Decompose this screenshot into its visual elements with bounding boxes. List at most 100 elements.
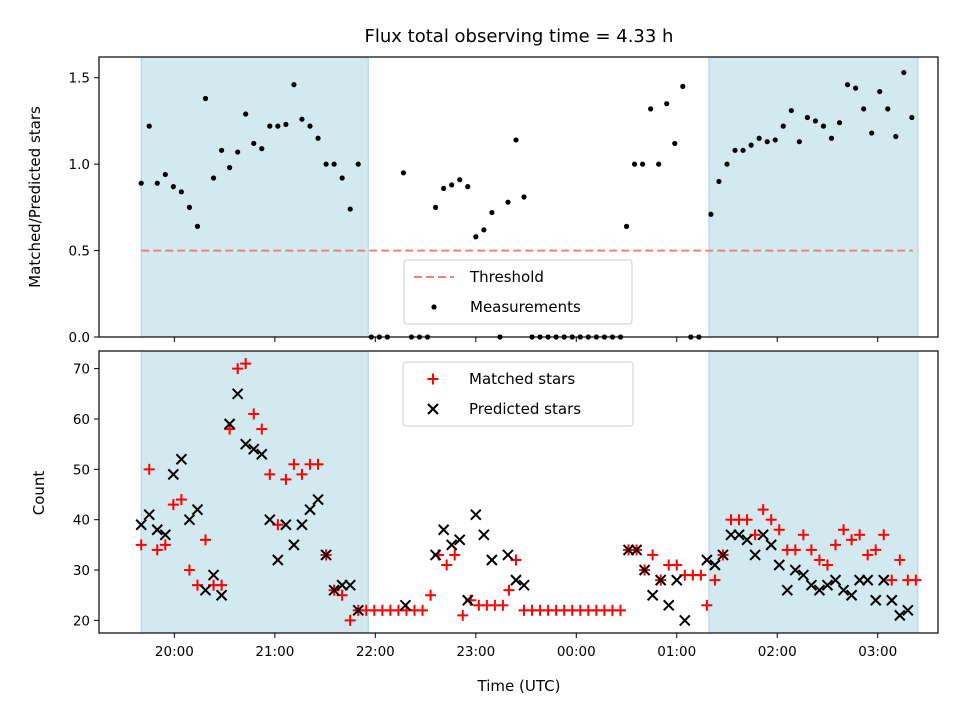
top-data-point <box>664 101 670 107</box>
bottom-data-point <box>861 574 874 586</box>
top-data-point <box>315 135 321 141</box>
bottom-data-point <box>288 539 300 551</box>
top-data-point <box>218 147 225 153</box>
bottom-data-point <box>239 438 252 450</box>
bottom-data-point <box>845 589 858 601</box>
bottom-data-point <box>344 614 356 626</box>
bottom-data-point <box>441 559 453 571</box>
bottom-panel: 20 30 40 50 60 70 20:00 21:00 22:00 23:00 00:00 01:… <box>73 350 939 660</box>
top-data-point <box>339 175 345 181</box>
top-data-point <box>138 180 144 186</box>
bottom-data-point <box>304 503 316 516</box>
top-data-point <box>400 170 407 176</box>
bottom-data-point <box>821 559 833 571</box>
top-data-point <box>178 189 184 195</box>
x-axis-label: Time (UTC) <box>477 677 561 695</box>
top-data-point <box>433 204 439 210</box>
bottom-data-point <box>765 539 777 551</box>
top-data-point <box>473 234 479 240</box>
bottom-data-point <box>671 559 683 571</box>
bottom-legend: Matched stars Predicted stars <box>402 361 634 427</box>
bottom-data-point <box>497 599 509 611</box>
top-data-point <box>194 223 201 229</box>
bottom-data-point <box>240 358 252 370</box>
top-data-point <box>162 171 168 178</box>
bottom-data-point <box>135 539 147 551</box>
bottom-data-point <box>870 544 882 556</box>
top-panel: 0.0 0.5 1.0 1.5 <box>69 56 939 346</box>
bottom-data-point <box>328 584 340 596</box>
bottom-data-point <box>733 529 745 541</box>
x-tick-label: 21:00 <box>255 644 294 660</box>
top-data-point <box>202 95 209 102</box>
top-data-point <box>170 184 176 190</box>
top-data-point <box>639 161 646 167</box>
bottom-data-point <box>510 574 522 586</box>
bottom-data-point <box>167 468 180 481</box>
bottom-data-point <box>781 584 793 596</box>
top-data-point <box>457 177 463 183</box>
top-y-tick-label: 0.5 <box>69 244 90 260</box>
top-data-point <box>243 111 249 117</box>
top-data-point <box>788 107 794 114</box>
top-data-point <box>869 130 875 136</box>
top-data-point <box>154 180 160 186</box>
top-plot-frame <box>98 56 939 338</box>
top-data-point <box>836 120 843 126</box>
x-tick-label: 03:00 <box>858 644 897 660</box>
top-data-point <box>449 182 455 188</box>
top-data-point <box>901 69 907 76</box>
bottom-data-point <box>151 524 163 536</box>
x-tick-label: 01:00 <box>657 644 696 660</box>
legend-box <box>403 259 633 325</box>
top-data-point <box>656 161 662 167</box>
legend-swatch <box>431 304 437 310</box>
top-data-point <box>804 114 810 121</box>
top-data-point <box>853 85 859 91</box>
bottom-data-point <box>272 554 284 566</box>
bottom-data-point <box>894 609 906 622</box>
bottom-data-point <box>757 529 769 541</box>
bottom-data-point <box>717 549 729 561</box>
top-data-point <box>235 149 241 155</box>
bottom-data-point <box>679 614 691 627</box>
bottom-plot-frame <box>98 350 939 634</box>
legend-label: Matched stars <box>469 370 575 388</box>
bottom-y-tick-label: 20 <box>73 613 90 629</box>
top-data-point <box>465 184 471 190</box>
top-data-point <box>648 106 654 112</box>
bottom-data-point <box>135 519 147 531</box>
bottom-data-point <box>470 508 482 521</box>
bottom-data-point <box>216 579 228 591</box>
top-data-point <box>210 175 217 181</box>
top-series-measurements <box>138 69 915 340</box>
bottom-y-tick-label: 60 <box>73 412 90 428</box>
bottom-data-point <box>773 559 785 571</box>
bottom-data-point <box>878 529 890 541</box>
bottom-data-point <box>862 549 874 561</box>
bottom-data-point <box>757 504 769 516</box>
bottom-data-point <box>425 589 437 601</box>
bottom-data-point <box>200 534 212 546</box>
bottom-data-point <box>749 549 761 561</box>
bottom-data-point <box>846 534 858 546</box>
bottom-data-point <box>223 418 236 430</box>
bottom-y-axis-label: Count <box>30 471 48 516</box>
legend-label: Predicted stars <box>469 400 581 418</box>
top-data-point <box>259 146 265 152</box>
chart-title: Flux total observing time = 4.33 h <box>365 26 674 47</box>
bottom-data-point <box>454 534 466 546</box>
bottom-shaded-region <box>708 350 919 634</box>
top-y-axis-label: Matched/Predicted stars <box>26 106 44 288</box>
top-y-tick-label: 1.5 <box>69 71 90 87</box>
bottom-data-point <box>709 559 721 571</box>
bottom-data-point <box>296 519 308 531</box>
x-tick-label: 22:00 <box>356 644 395 660</box>
top-legend: Threshold Measurements <box>403 259 633 325</box>
bottom-data-point <box>264 468 276 480</box>
bottom-data-point <box>854 529 866 541</box>
top-data-point <box>307 123 313 129</box>
top-data-point <box>631 161 638 167</box>
legend-swatch <box>427 373 439 385</box>
top-data-point <box>251 140 257 147</box>
